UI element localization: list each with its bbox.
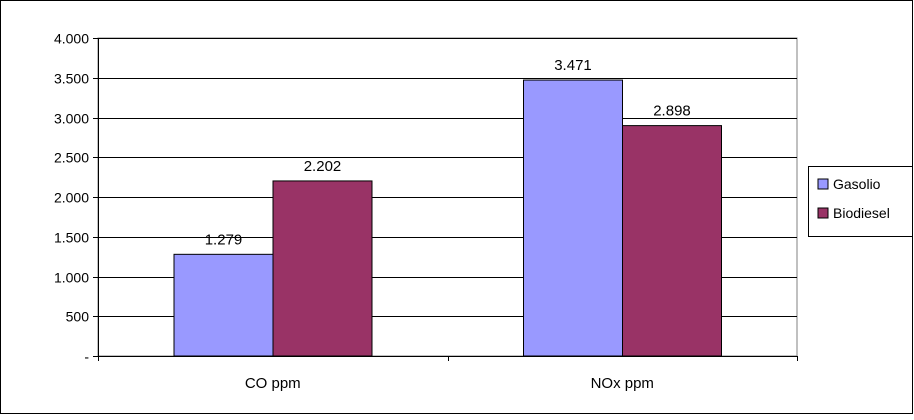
axes: - 500 1.000 1.500 2.000 2.500 3.000 3.500 4.000 C… <box>54 31 798 392</box>
data-labels: 1.279 3.471 2.202 2.898 <box>205 57 691 248</box>
bar-gasolio <box>173 253 274 357</box>
legend-swatch-biodiesel <box>817 207 829 219</box>
y-tick-label: 3.000 <box>54 111 89 127</box>
y-tick-label: 3.500 <box>54 71 89 87</box>
data-label: 1.279 <box>205 231 243 248</box>
y-tick-label: 4.000 <box>54 31 89 47</box>
legend-swatch-gasolio <box>817 178 829 190</box>
y-tick-label: 1.500 <box>54 230 89 246</box>
y-tick-label: - <box>84 349 89 365</box>
legend: Gasolio Biodiesel <box>808 166 913 237</box>
data-label: 3.471 <box>554 57 592 74</box>
data-label: 2.202 <box>304 158 342 175</box>
legend-box <box>808 166 913 237</box>
legend-label: Gasolio <box>833 176 881 192</box>
y-tick-label: 2.500 <box>54 150 89 166</box>
x-category-label: NOx ppm <box>591 375 654 392</box>
y-tick-label: 2.000 <box>54 190 89 206</box>
bar-biodiesel <box>622 125 722 357</box>
x-category-label: CO ppm <box>245 375 301 392</box>
data-label: 2.898 <box>653 103 691 120</box>
y-tick-label: 1.000 <box>54 270 89 286</box>
legend-label: Biodiesel <box>833 205 890 221</box>
y-tick-label: 500 <box>66 309 90 325</box>
bar-biodiesel <box>272 180 373 357</box>
bar-gasolio <box>523 79 623 357</box>
bars <box>173 79 722 357</box>
